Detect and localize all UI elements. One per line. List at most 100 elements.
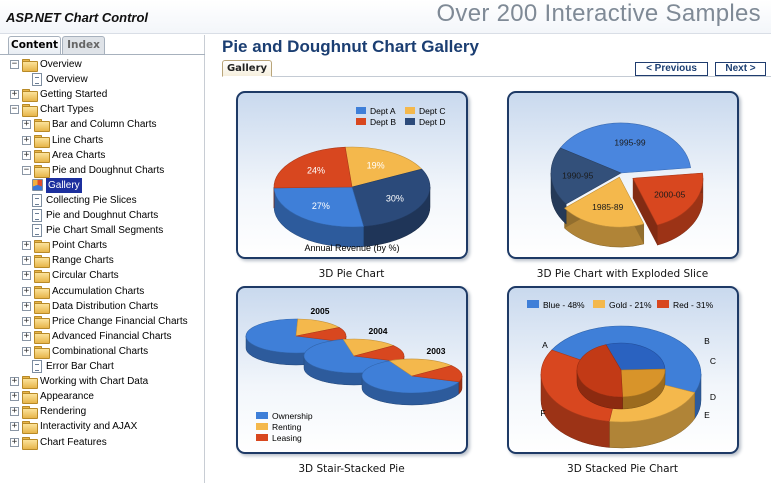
tree-label[interactable]: Interactivity and AJAX [40,421,138,433]
caption-exploded-pie[interactable]: 3D Pie Chart with Exploded Slice [536,268,709,280]
tree-label[interactable]: Getting Started [40,89,108,101]
tab-content[interactable]: Content [8,36,61,54]
expand-icon[interactable]: + [22,240,31,251]
next-button[interactable]: Next > [715,62,766,76]
legend-renting: Renting [272,422,302,432]
page-icon [32,193,42,207]
chart2-slice-1990-95-label: 1990-95 [562,170,593,180]
tree-label[interactable]: Area Charts [52,149,106,161]
legend-swatch-dept-c [405,107,415,114]
chart3-pie-2003: 2003 [361,346,463,406]
expand-icon[interactable]: + [22,300,31,311]
tree-label[interactable]: Pie and Doughnut Charts [46,210,159,221]
tree-label[interactable]: Circular Charts [52,270,119,282]
tree-label[interactable]: Bar and Column Charts [52,119,157,131]
expand-icon[interactable]: + [22,149,31,160]
expand-icon[interactable]: + [10,421,19,432]
chart-card-stair-stacked[interactable]: 2005 2004 2003 Ownership Renting Leasing [236,286,468,454]
tree-label[interactable]: Combinational Charts [52,345,149,357]
chart3-2005-renting [295,318,340,337]
collapse-icon[interactable]: − [10,104,19,115]
tree-label[interactable]: Accumulation Charts [52,285,145,297]
chart1-slice-dept-d-label: 30% [386,193,404,203]
expand-icon[interactable]: + [10,89,19,100]
tree-label[interactable]: Gallery [46,177,82,193]
tab-index[interactable]: Index [62,36,105,54]
tree-label[interactable]: Appearance [40,391,94,403]
chart2-slice-2000-05-label: 2000-05 [654,190,685,200]
chart3-series-label-2005: 2005 [311,306,330,316]
tree-label[interactable]: Error Bar Chart [46,361,114,372]
expand-icon[interactable]: + [22,330,31,341]
tree-label[interactable]: Rendering [40,406,87,418]
folder-icon [22,59,38,72]
chart1-slice-dept-b [273,146,353,189]
legend-swatch-dept-a [356,107,366,114]
tree-label[interactable]: Working with Chart Data [40,376,149,388]
tree-label[interactable]: Price Change Financial Charts [52,315,188,327]
caption-stair-stacked[interactable]: 3D Stair-Stacked Pie [298,463,405,475]
tree-label[interactable]: Data Distribution Charts [52,300,159,312]
tree-label[interactable]: Advanced Financial Charts [52,330,172,342]
chart3-legend: Ownership Renting Leasing [256,411,313,443]
chart4-inner-red [576,344,623,398]
legend-blue: Blue - 48% [543,300,585,310]
chart2-slice-1995-99 [559,122,691,174]
tree-label[interactable]: Line Charts [52,134,104,146]
chart2-pie: 1995-99 2000-05 1985-89 1990-95 [550,122,704,248]
chart1-slice-dept-a-label: 27% [312,201,330,211]
tree-label[interactable]: Overview [40,59,82,70]
folder-icon [34,285,50,299]
legend-swatch-dept-d [405,118,415,125]
tree-label[interactable]: Overview [46,74,88,86]
chart3-series-label-2004: 2004 [369,326,388,336]
caption-stacked-pie[interactable]: 3D Stacked Pie Chart [567,463,678,475]
expand-icon[interactable]: + [10,376,19,387]
legend-dept-b: Dept B [370,117,396,127]
tree-label[interactable]: Pie Chart Small Segments [46,225,164,237]
chart2-slice-2000-05 [632,172,704,226]
chart1-slice-dept-a [273,186,365,228]
chart3-2003-ownership [361,360,460,394]
app-header: ASP.NET Chart Control Over 200 Interacti… [0,0,771,34]
tree-label[interactable]: Chart Types [40,104,94,116]
tree-label[interactable]: Pie and Doughnut Charts [52,164,165,176]
chart4-inner-gold [620,368,666,398]
caption-3d-pie[interactable]: 3D Pie Chart [318,268,385,280]
legend-swatch-dept-b [356,118,366,125]
chart1-slice-dept-b-label: 24% [307,165,325,175]
chart2-slice-1990-95 [550,147,622,205]
folder-icon [34,134,50,148]
chart1-title: Annual Revenue (by %) [304,243,399,253]
expand-icon[interactable]: + [22,345,31,356]
expand-icon[interactable]: + [22,119,31,130]
folder-icon [34,345,50,359]
tree-label[interactable]: Chart Features [40,436,107,448]
expand-icon[interactable]: + [22,315,31,326]
collapse-icon[interactable]: − [10,59,19,69]
chart4-point-label-d: D [710,392,716,402]
chart-card-exploded-pie[interactable]: 1995-99 2000-05 1985-89 1990-95 [507,91,739,259]
folder-icon [22,406,38,420]
expand-icon[interactable]: + [22,255,31,266]
chart4-point-label-f: F [540,408,545,418]
expand-icon[interactable]: + [22,134,31,145]
collapse-icon[interactable]: − [22,164,31,175]
folder-icon [22,421,38,435]
expand-icon[interactable]: + [22,270,31,281]
tree-label[interactable]: Range Charts [52,255,114,267]
tab-gallery[interactable]: Gallery [222,60,272,77]
expand-icon[interactable]: + [10,406,19,417]
folder-icon [22,436,38,450]
tree-label[interactable]: Point Charts [52,240,108,252]
folder-icon [34,149,50,163]
expand-icon[interactable]: + [22,285,31,296]
expand-icon[interactable]: + [10,436,19,447]
previous-button[interactable]: < Previous [635,62,708,76]
chart-card-3d-pie[interactable]: Dept A Dept C Dept B Dept D 19% 30% 27% 24%… [236,91,468,259]
chart-icon [32,178,43,191]
expand-icon[interactable]: + [10,391,19,402]
chart4-point-label-b: B [704,336,710,346]
tree-label[interactable]: Collecting Pie Slices [46,194,137,206]
